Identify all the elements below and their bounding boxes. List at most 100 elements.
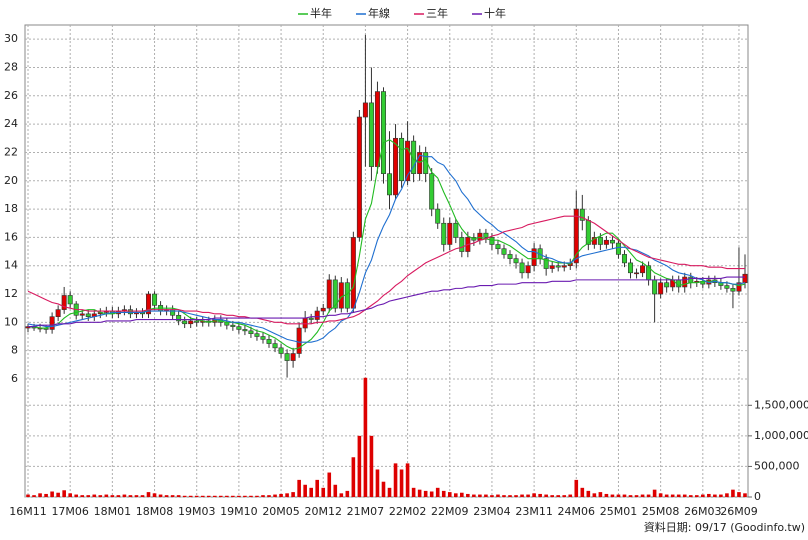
volume-bar <box>466 493 470 497</box>
volume-bar <box>116 495 121 497</box>
volume-bar <box>285 493 289 497</box>
volume-bar <box>309 487 313 497</box>
volume-bar <box>387 487 392 497</box>
volume-bar <box>592 493 597 497</box>
volume-bar <box>508 495 512 497</box>
candle-body <box>236 326 242 330</box>
volume-bar <box>188 495 193 497</box>
volume-bar <box>676 494 681 497</box>
y-tick-label: 6 <box>11 372 18 385</box>
candle-body <box>531 248 537 267</box>
volume-bar <box>164 495 169 497</box>
candle-body <box>368 102 374 167</box>
y2-tick-label: 1,500,000 <box>754 398 808 411</box>
volume-bar <box>713 494 717 497</box>
volume-bar <box>616 494 621 497</box>
candle-body <box>495 244 501 250</box>
candle-body <box>387 173 393 196</box>
volume-bar <box>737 492 741 497</box>
volume-bar <box>267 495 271 497</box>
volume-bar <box>725 493 729 497</box>
volume-bar <box>701 494 705 497</box>
candle-body <box>79 313 85 316</box>
x-tick-label: 19M03 <box>178 505 216 518</box>
y-tick-label: 10 <box>4 315 18 328</box>
x-tick-label: 17M06 <box>51 505 89 518</box>
candle-body <box>374 91 380 167</box>
candle-body <box>302 317 308 329</box>
candle-body <box>519 262 525 274</box>
candle-body <box>621 254 627 264</box>
volume-bar <box>460 492 464 497</box>
candle-body <box>435 208 441 224</box>
volume-bar <box>104 494 109 497</box>
y-tick-label: 12 <box>4 287 18 300</box>
candle-body <box>609 239 615 244</box>
volume-bar <box>146 492 151 497</box>
volume-bar <box>273 494 277 497</box>
y-tick-label: 14 <box>4 259 18 272</box>
candle-body <box>254 333 260 337</box>
candle-body <box>682 276 688 288</box>
volume-bar <box>375 469 380 497</box>
x-tick-label: 22M09 <box>431 505 469 518</box>
candle-body <box>380 91 386 174</box>
volume-bar <box>44 493 48 497</box>
x-tick-label: 20M05 <box>262 505 300 518</box>
y-tick-label: 20 <box>4 174 18 187</box>
volume-bar <box>128 495 133 497</box>
candle-body <box>170 309 176 316</box>
candle-body <box>736 282 742 292</box>
candle-body <box>248 330 254 334</box>
volume-bar <box>610 494 615 497</box>
volume-bar <box>303 484 307 497</box>
volume-bar <box>80 495 85 497</box>
x-tick-label: 18M01 <box>94 505 132 518</box>
volume-bar <box>411 487 416 497</box>
candle-body <box>459 237 465 252</box>
volume-bar <box>38 493 42 497</box>
volume-bar <box>568 494 573 497</box>
candle-body <box>230 324 236 327</box>
volume-bar <box>86 495 91 497</box>
volume-bar <box>556 495 561 497</box>
candle-body <box>585 220 591 245</box>
candle-body <box>296 327 302 354</box>
volume-bar <box>484 494 488 497</box>
source-note: 資料日期: 09/17 (Goodinfo.tw) <box>644 520 805 534</box>
candle-body <box>652 279 658 295</box>
volume-bar <box>743 493 747 497</box>
x-tick-label: 24M06 <box>558 505 596 518</box>
volume-bar <box>291 492 295 497</box>
y-tick-label: 22 <box>4 145 18 158</box>
candle-body <box>483 232 489 238</box>
volume-bar <box>731 489 735 497</box>
volume-bar <box>62 490 66 497</box>
volume-bar <box>435 487 440 497</box>
candle-body <box>61 295 67 310</box>
candle-body <box>513 258 519 264</box>
ma-line <box>27 154 746 343</box>
volume-bar <box>670 494 675 497</box>
volume-bar <box>122 494 127 497</box>
candle-body <box>730 288 736 292</box>
volume-bar <box>212 495 217 497</box>
legend-label: 年線 <box>368 6 390 20</box>
volume-bar <box>297 479 301 497</box>
candle-body <box>308 317 314 320</box>
volume-bar <box>56 492 60 497</box>
volume-bar <box>279 493 283 497</box>
volume-bar <box>532 493 536 497</box>
volume-bar <box>345 490 350 497</box>
volume-bar <box>243 495 247 497</box>
candle-body <box>603 239 609 245</box>
volume-bar <box>393 463 398 497</box>
x-tick-label: 22M02 <box>389 505 427 518</box>
volume-bar <box>478 494 482 497</box>
volume-bar <box>423 490 428 497</box>
candle-body <box>49 316 55 330</box>
volume-bar <box>622 494 627 497</box>
volume-bar <box>237 495 241 497</box>
volume-bar <box>580 487 585 497</box>
candle-body <box>152 293 158 306</box>
